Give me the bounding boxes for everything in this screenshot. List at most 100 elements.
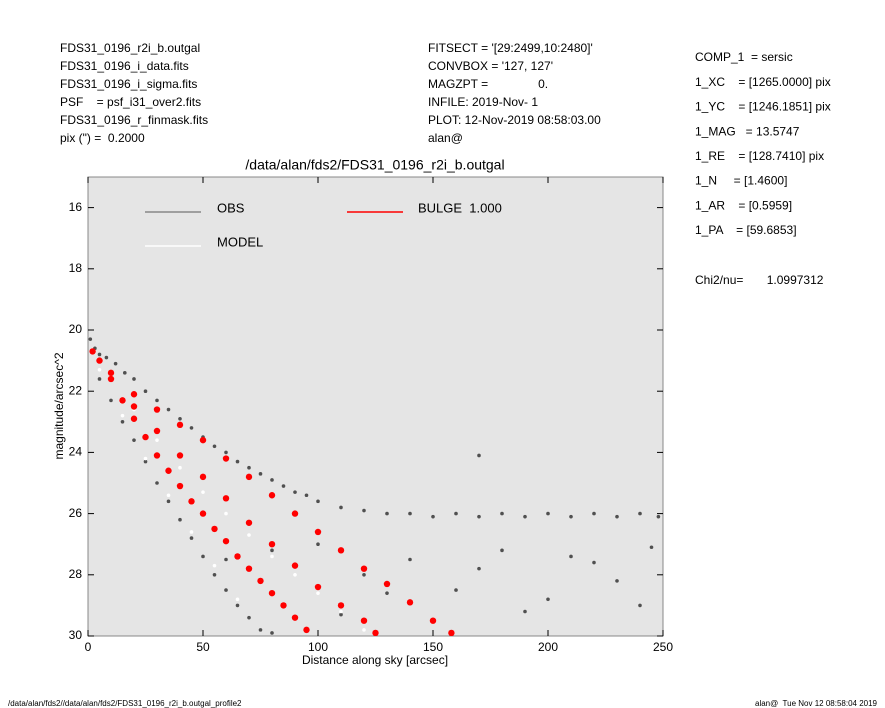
data-point	[199, 436, 207, 444]
data-point	[178, 416, 182, 421]
data-point	[385, 591, 389, 595]
data-point	[97, 377, 102, 381]
data-point	[97, 352, 102, 357]
data-point	[97, 367, 102, 372]
data-point	[257, 577, 264, 585]
data-point	[235, 459, 240, 464]
header-mid-line: PLOT: 12-Nov-2019 08:58:03.00	[428, 113, 601, 127]
data-point	[130, 391, 138, 398]
data-point	[477, 453, 481, 458]
footer-right: alan@ Tue Nov 12 08:58:04 2019	[755, 699, 878, 708]
data-point	[189, 426, 194, 430]
data-point	[113, 361, 118, 366]
data-point	[201, 490, 205, 494]
data-point	[615, 514, 619, 519]
header-left-line: FDS31_0196_i_data.fits	[60, 59, 189, 73]
data-point	[569, 554, 573, 559]
data-point	[222, 495, 230, 502]
y-tick-label: 16	[69, 200, 83, 214]
fit-parameter: 1_XC = [1265.0000] pix	[695, 75, 831, 89]
data-point	[268, 492, 276, 499]
y-axis-label: magnitude/arcsec^2	[52, 352, 66, 459]
data-point	[383, 580, 391, 588]
y-tick-label: 26	[69, 506, 83, 520]
data-point	[304, 493, 309, 498]
data-point	[385, 511, 389, 516]
data-point	[293, 573, 297, 577]
data-point	[291, 510, 299, 517]
x-tick-label: 0	[85, 640, 92, 654]
data-point	[153, 406, 161, 413]
data-point	[178, 517, 182, 522]
header-mid-line: INFILE: 2019-Nov- 1	[428, 95, 538, 109]
data-point	[339, 612, 343, 617]
data-point	[546, 597, 550, 602]
data-point	[362, 628, 366, 632]
data-point	[130, 415, 138, 422]
data-point	[649, 545, 654, 550]
data-point	[132, 377, 136, 381]
x-axis-label: Distance along sky [arcsec]	[302, 653, 448, 667]
x-tick-label: 200	[538, 640, 558, 654]
data-point	[143, 456, 148, 461]
data-point	[107, 375, 115, 383]
data-point	[477, 566, 481, 571]
data-point	[245, 473, 253, 481]
data-point	[189, 530, 194, 534]
data-point	[212, 444, 217, 449]
data-point	[408, 511, 412, 516]
data-point	[132, 438, 136, 442]
header-mid-line: CONVBOX = '127, 127'	[428, 59, 553, 73]
footer-left: /data/alan/fds2//data/alan/fds2/FDS31_01…	[8, 699, 242, 708]
data-point	[165, 467, 172, 474]
data-point	[569, 514, 573, 519]
data-point	[120, 413, 125, 418]
header-left-line: FDS31_0196_r_finmask.fits	[60, 113, 208, 127]
data-point	[235, 603, 240, 608]
data-point	[592, 511, 596, 516]
fit-parameter: 1_AR = [0.5959]	[695, 198, 792, 212]
data-point	[166, 407, 171, 412]
data-point	[293, 490, 297, 494]
data-point	[119, 397, 126, 404]
data-point	[281, 484, 286, 488]
data-point	[448, 629, 455, 636]
data-point	[176, 482, 184, 490]
data-point	[406, 599, 414, 606]
data-point	[104, 355, 109, 360]
data-point	[303, 626, 310, 634]
data-point	[130, 403, 138, 410]
data-point	[234, 553, 241, 560]
data-point	[212, 563, 217, 568]
data-point	[314, 583, 322, 591]
data-point	[337, 602, 345, 609]
data-point	[592, 560, 596, 565]
y-tick-label: 20	[69, 322, 83, 336]
fit-parameter: 1_MAG = 13.5747	[695, 124, 800, 138]
data-point	[270, 554, 274, 559]
data-point	[316, 499, 320, 504]
data-point	[454, 511, 458, 516]
data-point	[429, 617, 437, 624]
data-point	[408, 557, 412, 562]
data-point	[258, 628, 263, 632]
data-point	[107, 369, 115, 377]
data-point	[224, 588, 228, 592]
data-point	[268, 541, 276, 548]
data-point	[155, 438, 159, 442]
header-left-line: pix (") = 0.2000	[60, 131, 145, 145]
data-point	[258, 472, 263, 476]
legend-label: MODEL	[217, 234, 263, 249]
data-point	[362, 573, 366, 577]
data-point	[280, 602, 287, 609]
fit-parameter: COMP_1 = sersic	[695, 50, 793, 64]
data-point	[155, 481, 159, 485]
x-tick-label: 150	[423, 640, 443, 654]
data-point	[247, 615, 251, 620]
data-point	[189, 536, 194, 540]
data-point	[224, 557, 228, 562]
data-point	[224, 450, 228, 455]
data-point	[638, 603, 642, 608]
header-left-line: FDS31_0196_i_sigma.fits	[60, 77, 197, 91]
